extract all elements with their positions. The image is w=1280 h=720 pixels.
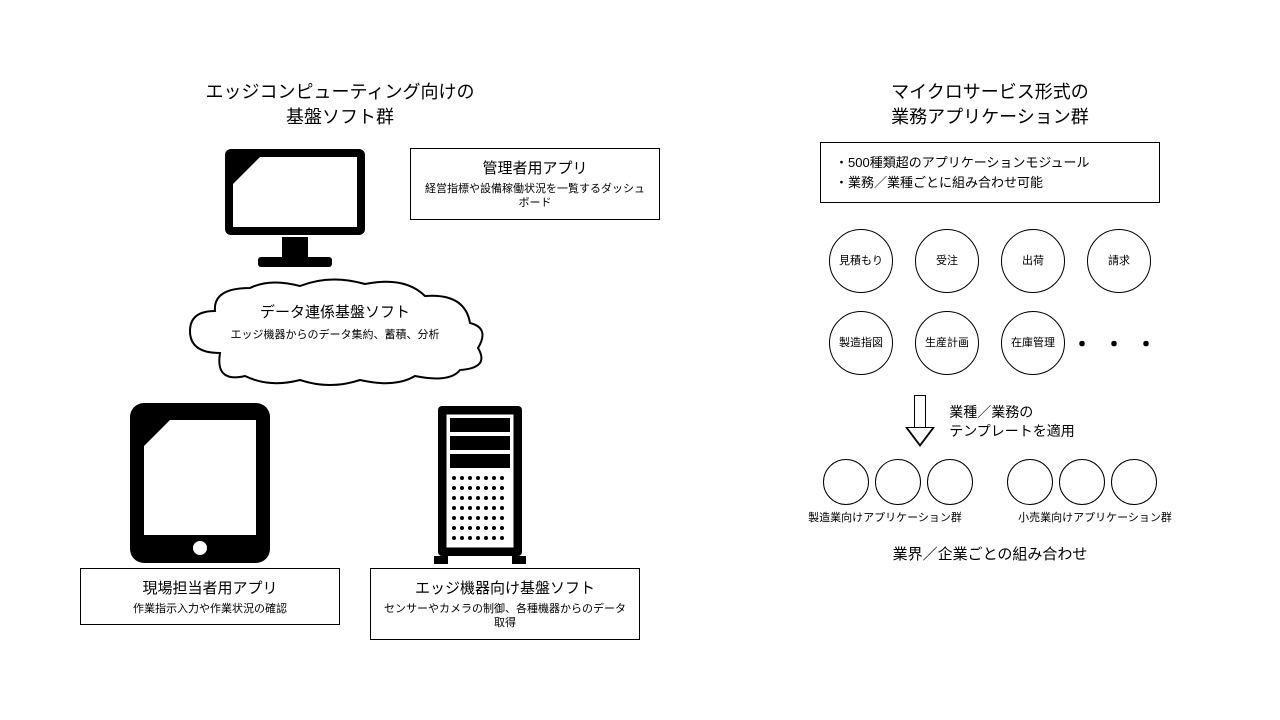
spacer [981,459,999,505]
right-info-box: ・500種類超のアプリケーションモジュール ・業務／業種ごとに組み合わせ可能 [820,142,1160,203]
box-sub: センサーやカメラの制御、各種機器からのデータ取得 [383,602,627,632]
module-row-1: 見積もり 受注 出荷 請求 [760,229,1220,293]
module-circle: 在庫管理 [1001,311,1065,375]
text: テンプレートを適用 [949,423,1075,439]
small-circle [1059,459,1105,505]
left-column: エッジコンピューティング向けの 基盤ソフト群 管理者用アプリ 経営指標や設備稼働… [60,80,620,688]
text: 基盤ソフト群 [286,107,394,127]
app-group-left [823,459,973,505]
box-title: エッジ機器向け基盤ソフト [415,580,595,597]
row-bottom-boxes: 現場担当者用アプリ 作業指示入力や作業状況の確認 エッジ機器向け基盤ソフト セン… [60,568,620,688]
small-circle [1007,459,1053,505]
app-group-right [1007,459,1157,505]
small-circle [1111,459,1157,505]
cloud-text: データ連係基盤ソフト エッジ機器からのデータ集約、蓄積、分析 [170,303,500,344]
right-column: マイクロサービス形式の 業務アプリケーション群 ・500種類超のアプリケーション… [760,80,1220,564]
ellipsis-icon: ・・・ [1087,311,1151,375]
server-icon [420,398,540,568]
box-title: 管理者用アプリ [482,160,587,177]
row-devices [60,398,620,568]
text: 業務アプリケーション群 [891,107,1089,127]
text: マイクロサービス形式の [891,82,1089,102]
cloud-sub: エッジ機器からのデータ集約、蓄積、分析 [231,329,440,341]
right-title: マイクロサービス形式の 業務アプリケーション群 [760,80,1220,130]
cloud-title: データ連係基盤ソフト [260,304,410,321]
row-cloud: データ連係基盤ソフト エッジ機器からのデータ集約、蓄積、分析 [60,278,620,398]
module-row-2: 製造指図 生産計画 在庫管理 ・・・ [760,311,1220,375]
arrow-down-icon [905,395,935,449]
text: 業種／業務の [949,404,1033,420]
text: エッジコンピューティング向けの [206,82,475,102]
module-circle: 出荷 [1001,229,1065,293]
left-title: エッジコンピューティング向けの 基盤ソフト群 [60,80,620,130]
combination-label: 業界／企業ごとの組み合わせ [760,543,1220,564]
module-circle: 生産計画 [915,311,979,375]
box-sub: 作業指示入力や作業状況の確認 [93,602,327,617]
module-circle: 製造指図 [829,311,893,375]
arrow-row: 業種／業務の テンプレートを適用 [760,395,1220,449]
tablet-icon [120,398,280,568]
small-circle [927,459,973,505]
module-circle: 請求 [1087,229,1151,293]
admin-app-box: 管理者用アプリ 経営指標や設備稼働状況を一覧するダッシュボード [410,148,660,220]
arrow-label: 業種／業務の テンプレートを適用 [949,403,1075,442]
field-app-box: 現場担当者用アプリ 作業指示入力や作業状況の確認 [80,568,340,625]
box-sub: 経営指標や設備稼働状況を一覧するダッシュボード [423,182,647,212]
app-group-circles [760,459,1220,505]
group-label: 製造業向けアプリケーション群 [800,509,970,525]
monitor-icon [220,144,370,274]
box-title: 現場担当者用アプリ [142,580,277,597]
module-circle: 見積もり [829,229,893,293]
box-line: ・業務／業種ごとに組み合わせ可能 [835,175,1043,190]
small-circle [823,459,869,505]
row-admin: 管理者用アプリ 経営指標や設備稼働状況を一覧するダッシュボード [60,138,620,278]
cloud-icon: データ連係基盤ソフト エッジ機器からのデータ集約、蓄積、分析 [170,268,500,388]
group-label: 小売業向けアプリケーション群 [1010,509,1180,525]
module-circle: 受注 [915,229,979,293]
box-line: ・500種類超のアプリケーションモジュール [835,155,1090,170]
small-circle [875,459,921,505]
app-group-labels: 製造業向けアプリケーション群 小売業向けアプリケーション群 [760,509,1220,525]
edge-soft-box: エッジ機器向け基盤ソフト センサーやカメラの制御、各種機器からのデータ取得 [370,568,640,640]
